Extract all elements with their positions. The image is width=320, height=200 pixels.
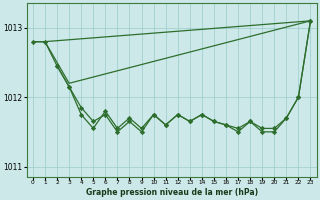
X-axis label: Graphe pression niveau de la mer (hPa): Graphe pression niveau de la mer (hPa)	[86, 188, 258, 197]
